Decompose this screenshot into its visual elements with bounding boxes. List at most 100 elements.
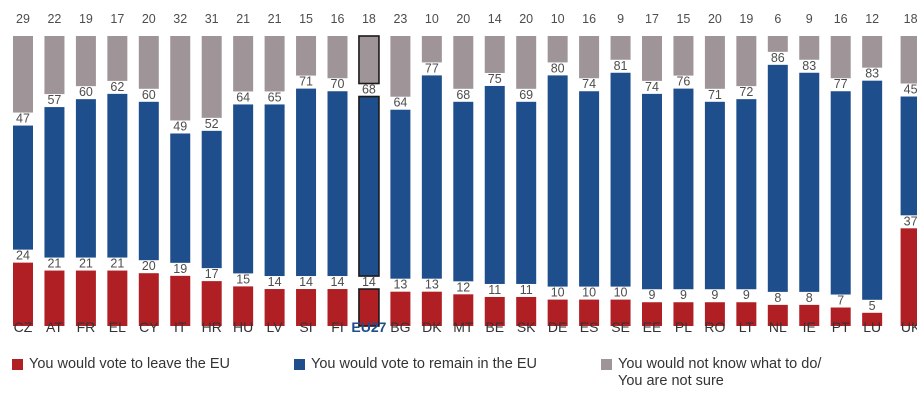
label-remain-cy: 60 bbox=[142, 88, 156, 102]
bar-remain-el bbox=[107, 93, 128, 258]
bar-leave-de bbox=[547, 299, 568, 326]
bar-dontknow-hr bbox=[201, 36, 222, 118]
label-leave-mt: 12 bbox=[456, 280, 470, 294]
label-remain-si: 71 bbox=[299, 75, 313, 89]
bar-remain-lu bbox=[862, 80, 883, 300]
bar-leave-lv bbox=[264, 289, 285, 326]
label-leave-ie: 8 bbox=[806, 291, 813, 305]
label-leave-ro: 9 bbox=[711, 288, 718, 302]
tick-label-hu: HU bbox=[233, 319, 253, 335]
bar-dontknow-ie bbox=[799, 36, 820, 60]
label-remain-ie: 83 bbox=[802, 59, 816, 73]
legend-item-leave: You would vote to leave the EU bbox=[12, 356, 230, 373]
tick-label-cz: CZ bbox=[14, 319, 33, 335]
bar-remain-sk bbox=[516, 101, 537, 284]
bar-remain-hu bbox=[233, 104, 254, 274]
bar-remain-uk bbox=[900, 96, 917, 216]
label-remain-lt: 72 bbox=[739, 85, 753, 99]
tick-label-fi: FI bbox=[331, 319, 343, 335]
bar-leave-ee bbox=[642, 302, 662, 326]
bar-remain-bg bbox=[390, 109, 411, 279]
label-remain-hr: 52 bbox=[205, 117, 219, 131]
label-remain-hu: 64 bbox=[236, 90, 250, 104]
bar-leave-sk bbox=[516, 296, 537, 326]
label-dontknow-dk: 10 bbox=[425, 12, 439, 26]
label-dontknow-hr: 31 bbox=[205, 12, 219, 26]
label-remain-cz: 47 bbox=[16, 112, 30, 126]
bar-remain-hr bbox=[201, 130, 222, 269]
label-dontknow-ee: 17 bbox=[645, 12, 659, 26]
bar-remain-cz bbox=[13, 125, 33, 250]
label-leave-pl: 9 bbox=[680, 288, 687, 302]
bar-dontknow-lu bbox=[862, 36, 883, 68]
bar-leave-eu27 bbox=[358, 288, 380, 327]
bar-dontknow-hu bbox=[233, 36, 254, 92]
bar-remain-si bbox=[296, 88, 317, 277]
label-leave-si: 14 bbox=[299, 275, 313, 289]
bar-leave-cy bbox=[138, 273, 159, 326]
legend-label-dontknow: You would not know what to do/ You are n… bbox=[618, 356, 822, 389]
tick-label-hr: HR bbox=[202, 319, 222, 335]
label-leave-uk: 37 bbox=[904, 214, 917, 228]
label-remain-ro: 71 bbox=[708, 88, 722, 102]
bar-dontknow-lt bbox=[736, 36, 757, 87]
bar-remain-de bbox=[547, 75, 568, 287]
bar-dontknow-at bbox=[44, 36, 65, 95]
bar-leave-se bbox=[610, 299, 631, 326]
tick-label-si: SI bbox=[299, 319, 312, 335]
bar-remain-eu27 bbox=[358, 95, 380, 277]
label-remain-es: 74 bbox=[582, 77, 596, 91]
bar-leave-be bbox=[484, 296, 505, 326]
bar-leave-nl bbox=[767, 304, 788, 326]
bar-remain-fr bbox=[75, 99, 96, 258]
label-remain-it: 49 bbox=[173, 119, 187, 133]
label-remain-fi: 70 bbox=[331, 77, 345, 91]
label-remain-bg: 64 bbox=[393, 96, 407, 110]
bar-leave-uk bbox=[900, 228, 917, 326]
label-dontknow-fr: 19 bbox=[79, 12, 93, 26]
bar-dontknow-nl bbox=[767, 36, 788, 52]
bar-leave-lu bbox=[862, 312, 883, 326]
bar-leave-es bbox=[579, 299, 600, 326]
bar-remain-es bbox=[579, 91, 600, 287]
bar-leave-fi bbox=[327, 289, 348, 326]
label-dontknow-cz: 29 bbox=[16, 12, 30, 26]
tick-label-be: BE bbox=[485, 319, 504, 335]
bar-dontknow-ee bbox=[642, 36, 662, 81]
bar-leave-ie bbox=[799, 304, 820, 326]
bar-dontknow-dk bbox=[421, 36, 442, 63]
bar-leave-si bbox=[296, 289, 317, 326]
tick-label-bg: BG bbox=[390, 319, 410, 335]
label-remain-at: 57 bbox=[47, 93, 61, 107]
label-remain-uk: 45 bbox=[904, 83, 917, 97]
bar-leave-ro bbox=[704, 302, 725, 326]
label-leave-se: 10 bbox=[614, 286, 628, 300]
label-dontknow-bg: 23 bbox=[393, 12, 407, 26]
label-leave-fr: 21 bbox=[79, 257, 93, 271]
label-dontknow-be: 14 bbox=[488, 12, 502, 26]
label-dontknow-at: 22 bbox=[47, 12, 61, 26]
bar-dontknow-de bbox=[547, 36, 568, 63]
tick-label-cy: CY bbox=[139, 319, 159, 335]
tick-label-sk: SK bbox=[517, 319, 536, 335]
bar-dontknow-pl bbox=[673, 36, 694, 76]
label-leave-cy: 20 bbox=[142, 259, 156, 273]
legend-item-remain: You would vote to remain in the EU bbox=[294, 356, 537, 373]
tick-label-el: EL bbox=[109, 319, 126, 335]
label-dontknow-pl: 15 bbox=[676, 12, 690, 26]
tick-label-ro: RO bbox=[704, 319, 725, 335]
tick-label-es: ES bbox=[580, 319, 599, 335]
label-leave-hr: 17 bbox=[205, 267, 219, 281]
label-dontknow-pt: 16 bbox=[834, 12, 848, 26]
label-leave-pt: 7 bbox=[837, 294, 844, 308]
label-leave-lv: 14 bbox=[268, 275, 282, 289]
label-leave-cz: 24 bbox=[16, 249, 30, 263]
label-dontknow-si: 15 bbox=[299, 12, 313, 26]
legend-swatch-dontknow bbox=[601, 359, 612, 370]
label-remain-lu: 83 bbox=[865, 67, 879, 81]
bar-remain-lt bbox=[736, 99, 757, 290]
label-leave-de: 10 bbox=[551, 286, 565, 300]
bar-leave-pt bbox=[830, 307, 851, 326]
label-remain-el: 62 bbox=[110, 80, 124, 94]
legend-swatch-leave bbox=[12, 359, 23, 370]
